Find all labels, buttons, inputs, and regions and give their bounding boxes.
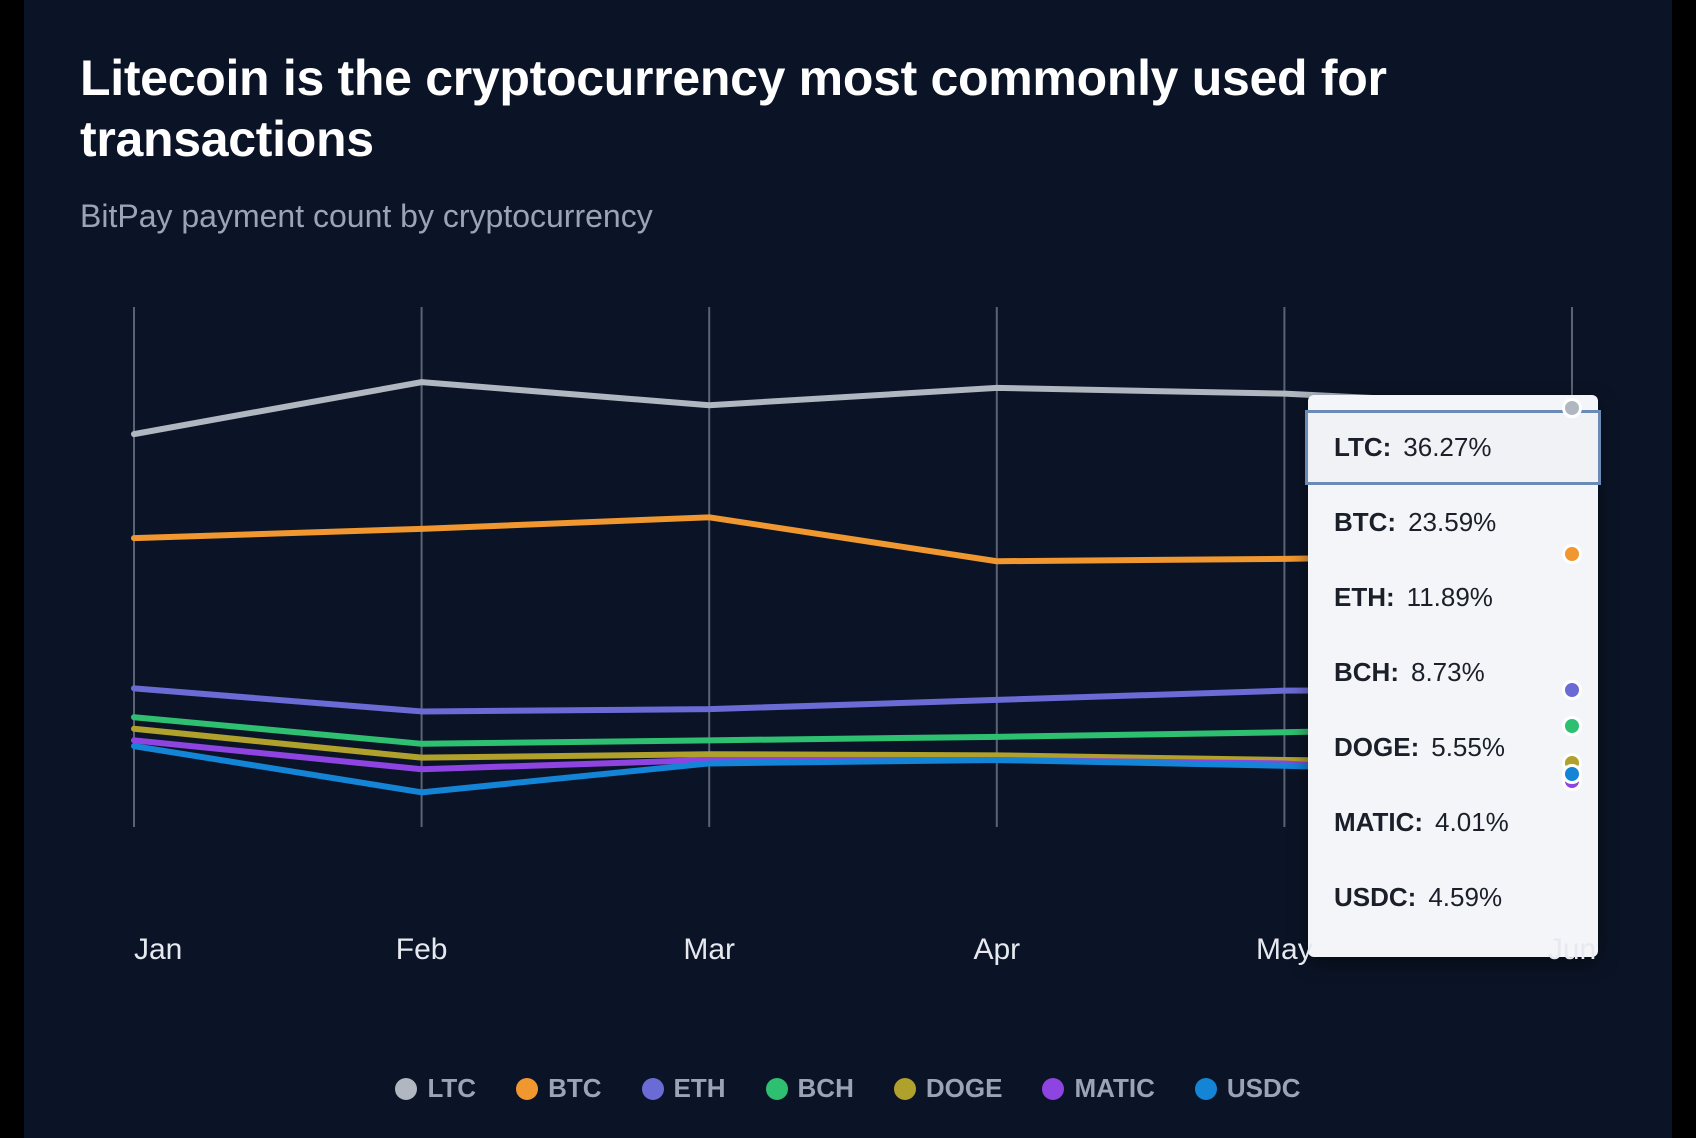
x-axis-labels: Jan Feb Mar Apr May Jun	[80, 933, 1600, 973]
tooltip-row: MATIC: 4.01%	[1308, 785, 1598, 860]
tooltip-key: ETH:	[1334, 582, 1395, 613]
legend-swatch-icon	[516, 1078, 538, 1100]
chart-tooltip: LTC: 36.27% BTC: 23.59% ETH: 11.89% BCH: 8.73% D…	[1308, 395, 1598, 957]
tooltip-key: LTC:	[1334, 432, 1391, 463]
tooltip-value: 4.59%	[1428, 882, 1502, 913]
legend-swatch-icon	[395, 1078, 417, 1100]
legend-swatch-icon	[1195, 1078, 1217, 1100]
x-axis-label: Mar	[683, 933, 735, 967]
tooltip-key: BCH:	[1334, 657, 1399, 688]
legend-label: MATIC	[1074, 1073, 1154, 1104]
tooltip-row: USDC: 4.59%	[1308, 860, 1598, 935]
legend-item[interactable]: LTC	[395, 1073, 476, 1104]
tooltip-value: 4.01%	[1435, 807, 1509, 838]
tooltip-row: DOGE: 5.55%	[1308, 710, 1598, 785]
tooltip-value: 36.27%	[1403, 432, 1491, 463]
legend-item[interactable]: ETH	[642, 1073, 726, 1104]
tooltip-key: DOGE:	[1334, 732, 1419, 763]
chart-area: LTC: 36.27% BTC: 23.59% ETH: 11.89% BCH: 8.73% D…	[80, 307, 1600, 887]
legend-swatch-icon	[894, 1078, 916, 1100]
legend-label: DOGE	[926, 1073, 1003, 1104]
x-axis-label: Apr	[973, 933, 1020, 967]
chart-legend: LTC BTC ETH BCH DOGE MATIC USDC	[80, 1073, 1616, 1104]
legend-item[interactable]: USDC	[1195, 1073, 1301, 1104]
legend-item[interactable]: BCH	[766, 1073, 854, 1104]
tooltip-value: 5.55%	[1431, 732, 1505, 763]
tooltip-row: BCH: 8.73%	[1308, 635, 1598, 710]
legend-item[interactable]: BTC	[516, 1073, 601, 1104]
tooltip-value: 23.59%	[1408, 507, 1496, 538]
tooltip-row: BTC: 23.59%	[1308, 485, 1598, 560]
chart-subtitle: BitPay payment count by cryptocurrency	[80, 198, 1616, 235]
tooltip-row: LTC: 36.27%	[1305, 410, 1601, 485]
x-axis-label: Jun	[1548, 933, 1596, 967]
legend-swatch-icon	[766, 1078, 788, 1100]
legend-label: LTC	[427, 1073, 476, 1104]
tooltip-value: 11.89%	[1407, 582, 1493, 613]
legend-swatch-icon	[642, 1078, 664, 1100]
legend-swatch-icon	[1042, 1078, 1064, 1100]
legend-label: USDC	[1227, 1073, 1301, 1104]
tooltip-key: MATIC:	[1334, 807, 1423, 838]
tooltip-key: BTC:	[1334, 507, 1396, 538]
tooltip-value: 8.73%	[1411, 657, 1485, 688]
tooltip-key: USDC:	[1334, 882, 1416, 913]
legend-item[interactable]: MATIC	[1042, 1073, 1154, 1104]
chart-title: Litecoin is the cryptocurrency most comm…	[80, 48, 1480, 170]
x-axis-label: May	[1256, 933, 1313, 967]
x-axis-label: Feb	[396, 933, 448, 967]
legend-item[interactable]: DOGE	[894, 1073, 1003, 1104]
legend-label: BCH	[798, 1073, 854, 1104]
legend-label: ETH	[674, 1073, 726, 1104]
legend-label: BTC	[548, 1073, 601, 1104]
tooltip-row: ETH: 11.89%	[1308, 560, 1598, 635]
chart-panel: Litecoin is the cryptocurrency most comm…	[24, 0, 1672, 1138]
x-axis-label: Jan	[134, 933, 182, 967]
